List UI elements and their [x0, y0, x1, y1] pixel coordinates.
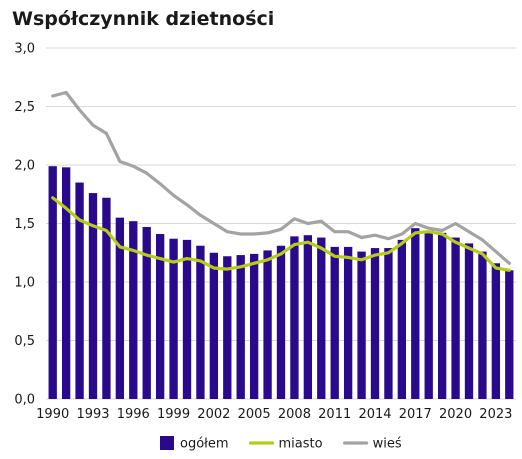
bars-ogolem: [48, 166, 514, 399]
x-tick-label: 2020: [439, 407, 472, 422]
chart-title: Współczynnik dzietności: [12, 8, 275, 30]
bar: [102, 197, 111, 399]
y-tick-label: 1,0: [14, 276, 35, 291]
x-tick-label: 2017: [399, 407, 432, 422]
bar: [464, 243, 474, 399]
bar: [223, 256, 232, 399]
line-miasto: [51, 196, 511, 272]
bar: [370, 248, 380, 399]
x-tick-label: 2005: [238, 407, 271, 422]
bar: [397, 239, 407, 399]
y-tick-label: 2,0: [14, 159, 35, 174]
legend-label: miasto: [279, 437, 323, 452]
bar: [276, 245, 286, 399]
x-axis-ticks: 1990 1993 1996 1999 2002 2005 2008 2011 2014 2017…: [36, 407, 512, 422]
x-tick-label: 1990: [36, 407, 69, 422]
x-tick-label: 1999: [157, 407, 190, 422]
bar: [424, 230, 433, 399]
bar: [343, 246, 353, 399]
bar: [491, 263, 501, 399]
line-wies: [51, 90, 511, 265]
y-tick-label: 0,0: [14, 393, 35, 408]
x-tick-label: 2014: [358, 407, 391, 422]
legend-label: wieś: [373, 437, 402, 452]
bar: [505, 270, 514, 399]
y-tick-label: 1,5: [14, 217, 35, 232]
x-tick-label: 1993: [76, 407, 109, 422]
bar: [384, 248, 393, 399]
bar: [411, 228, 420, 399]
bar: [263, 250, 272, 399]
legend-label: ogółem: [180, 437, 229, 452]
series-lines: [51, 90, 511, 272]
x-tick-label: 2008: [278, 407, 311, 422]
x-tick-label: 2011: [318, 407, 351, 422]
bar: [48, 166, 57, 399]
bar: [182, 239, 192, 399]
legend: ogółem miasto wieś: [160, 436, 402, 452]
bar: [236, 255, 245, 399]
bar: [303, 235, 313, 399]
bar: [155, 234, 165, 399]
x-tick-label: 1996: [117, 407, 150, 422]
x-tick-label: 2023: [479, 407, 512, 422]
x-tick-label: 2002: [197, 407, 230, 422]
bar: [478, 251, 487, 399]
bar: [142, 227, 151, 399]
bar: [75, 182, 84, 399]
bar: [249, 253, 259, 399]
legend-swatch-ogolem: [160, 436, 174, 450]
bar: [357, 251, 366, 399]
bar: [451, 237, 460, 399]
y-tick-label: 2,5: [14, 100, 35, 115]
bar: [317, 237, 326, 399]
bar: [169, 238, 178, 399]
y-tick-label: 3,0: [14, 42, 35, 57]
bar: [115, 217, 125, 399]
y-tick-label: 0,5: [14, 334, 35, 349]
bar: [209, 252, 219, 399]
bar: [129, 221, 138, 399]
bar: [437, 232, 447, 399]
y-axis-ticks: 0,0 0,5 1,0 1,5 2,0 2,5 3,0: [14, 42, 35, 408]
bar: [290, 236, 299, 399]
bar: [196, 245, 205, 399]
bar: [61, 167, 71, 399]
bar: [330, 246, 339, 399]
bar: [88, 193, 98, 399]
